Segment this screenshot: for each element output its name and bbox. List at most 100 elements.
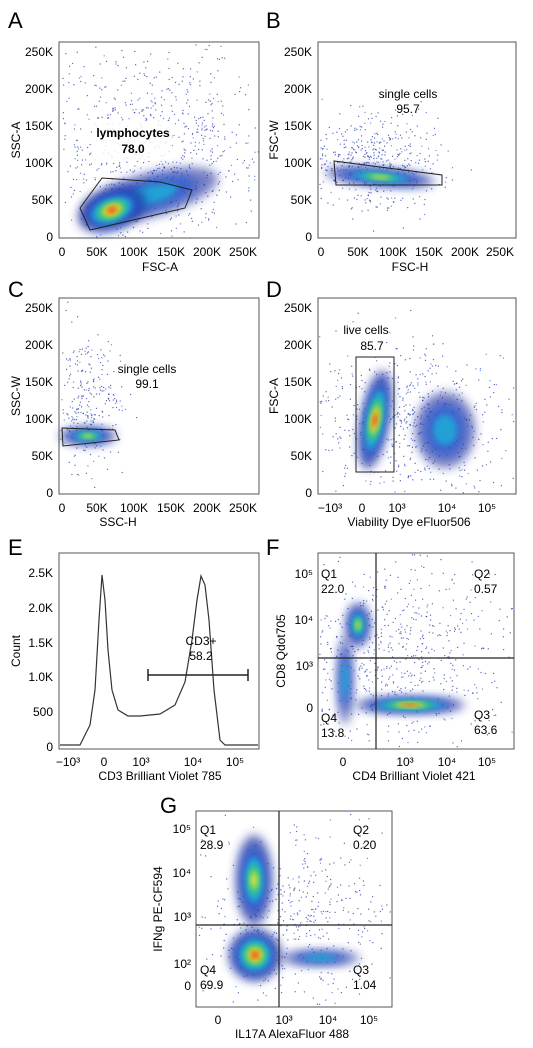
event-dot <box>371 618 373 621</box>
event-dot <box>267 980 269 982</box>
event-dot <box>419 152 421 155</box>
y-tick-label: 0 <box>305 486 312 500</box>
event-dot <box>328 678 330 681</box>
event-dot <box>150 100 152 102</box>
event-dot <box>193 149 195 151</box>
event-dot <box>336 181 338 183</box>
event-dot <box>210 73 212 75</box>
event-dot <box>382 453 384 456</box>
event-dot <box>62 412 65 414</box>
event-dot <box>456 691 458 693</box>
event-dot <box>114 98 116 100</box>
event-dot <box>395 133 397 135</box>
event-dot <box>210 150 212 152</box>
event-dot <box>217 101 219 103</box>
gate-percent: 99.1 <box>135 377 159 391</box>
event-dot <box>310 914 312 917</box>
event-dot <box>99 387 101 389</box>
event-dot <box>421 656 423 658</box>
event-dot <box>348 188 351 190</box>
event-dot <box>77 412 79 414</box>
event-dot <box>448 640 450 642</box>
event-dot <box>502 636 504 638</box>
event-dot <box>395 137 397 139</box>
y-tick-label: 150K <box>284 375 312 389</box>
event-dot <box>405 404 407 406</box>
event-dot <box>316 1003 318 1005</box>
event-dot <box>146 76 148 78</box>
event-dot <box>407 638 410 640</box>
event-dot <box>93 75 95 77</box>
event-dot <box>380 158 382 160</box>
event-dot <box>321 913 323 915</box>
event-dot <box>66 413 68 415</box>
event-dot <box>126 171 128 173</box>
panel-f-letter: F <box>266 535 279 560</box>
event-dot <box>421 681 423 683</box>
event-dot <box>354 651 356 653</box>
event-dot <box>368 146 370 148</box>
event-dot <box>411 554 414 556</box>
event-dot <box>394 427 396 429</box>
event-dot <box>286 929 288 931</box>
event-dot <box>319 426 321 429</box>
event-dot <box>380 632 382 634</box>
event-dot <box>87 416 89 418</box>
event-dot <box>311 900 313 902</box>
event-dot <box>411 446 413 448</box>
event-dot <box>293 889 295 891</box>
event-dot <box>202 990 204 992</box>
event-dot <box>464 694 466 696</box>
event-dot <box>376 373 378 375</box>
event-dot <box>325 880 327 882</box>
event-dot <box>68 417 70 419</box>
event-dot <box>487 450 489 452</box>
event-dot <box>387 624 389 627</box>
event-dot <box>338 722 340 724</box>
event-dot <box>91 349 93 351</box>
event-dot <box>99 362 102 364</box>
event-dot <box>472 692 474 694</box>
event-dot <box>125 67 127 69</box>
x-tick-label: 0 <box>340 755 347 769</box>
event-dot <box>394 363 396 365</box>
event-dot <box>350 125 352 127</box>
event-dot <box>197 125 199 127</box>
event-dot <box>374 137 376 139</box>
event-dot <box>69 375 71 377</box>
event-dot <box>64 122 66 124</box>
event-dot <box>77 108 79 110</box>
y-tick-label: 0 <box>46 230 53 244</box>
event-dot <box>413 655 415 657</box>
event-dot <box>377 666 379 668</box>
event-dot <box>392 656 394 658</box>
event-dot <box>345 897 347 899</box>
event-dot <box>120 84 122 86</box>
event-dot <box>419 218 421 220</box>
event-dot <box>84 422 86 424</box>
x-tick-label: 10⁵ <box>226 755 244 769</box>
event-dot <box>358 667 361 669</box>
event-dot <box>293 932 295 934</box>
event-dot <box>62 118 64 120</box>
event-dot <box>425 458 427 460</box>
event-dot <box>334 154 336 156</box>
event-dot <box>327 672 329 674</box>
event-dot <box>368 646 371 648</box>
event-dot <box>70 196 73 198</box>
event-dot <box>411 451 413 453</box>
event-dot <box>470 589 472 591</box>
event-dot <box>158 163 161 165</box>
event-dot <box>171 145 173 147</box>
event-dot <box>121 49 123 52</box>
event-dot <box>369 201 372 203</box>
event-dot <box>248 109 250 111</box>
event-dot <box>91 478 93 480</box>
event-dot <box>426 465 428 467</box>
event-dot <box>380 669 382 671</box>
event-dot <box>321 710 323 712</box>
event-dot <box>341 388 343 390</box>
event-dot <box>355 660 357 662</box>
event-dot <box>251 158 253 160</box>
y-tick-label: 10² <box>174 957 191 971</box>
